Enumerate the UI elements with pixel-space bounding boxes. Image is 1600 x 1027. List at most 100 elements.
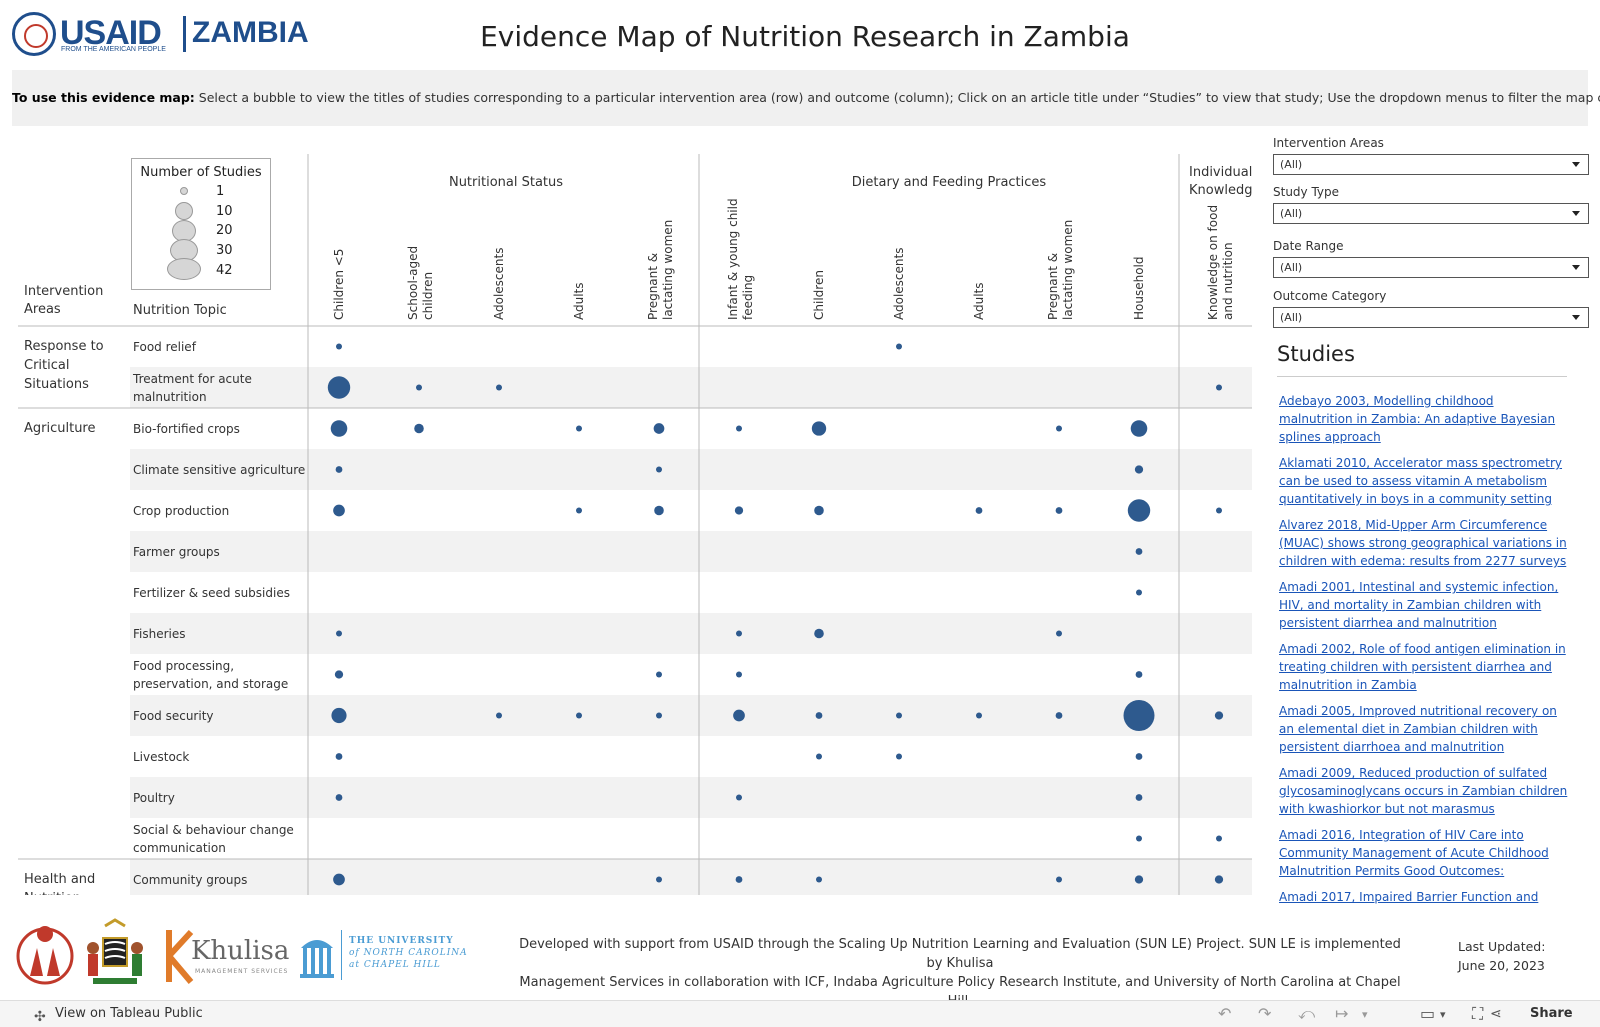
evidence-bubble[interactable] xyxy=(1056,876,1062,883)
revert-icon[interactable]: ⤺ xyxy=(1298,1004,1316,1023)
study-link[interactable]: Amadi 2001, Intestinal and systemic infe… xyxy=(1279,580,1559,630)
comment-icon[interactable]: ▭ xyxy=(1420,1004,1436,1023)
evidence-bubble[interactable] xyxy=(331,707,347,724)
evidence-bubble[interactable] xyxy=(656,671,662,678)
evidence-bubble[interactable] xyxy=(736,671,742,678)
study-link[interactable]: Alvarez 2018, Mid-Upper Arm Circumferenc… xyxy=(1279,518,1567,568)
study-link[interactable]: Amadi 2002, Role of food antigen elimina… xyxy=(1279,642,1566,692)
study-link[interactable]: Amadi 2017, Impaired Barrier Function an… xyxy=(1279,890,1539,904)
evidence-bubble[interactable] xyxy=(496,384,502,391)
undo-icon[interactable]: ↶ xyxy=(1218,1004,1232,1023)
refresh-icon[interactable]: ↦ xyxy=(1335,1004,1349,1023)
evidence-bubble[interactable] xyxy=(736,794,742,801)
evidence-bubble[interactable] xyxy=(336,630,342,637)
evidence-bubble[interactable] xyxy=(1127,499,1151,522)
evidence-bubble[interactable] xyxy=(896,343,902,350)
evidence-bubble[interactable] xyxy=(736,630,742,637)
evidence-bubble[interactable] xyxy=(335,753,343,760)
evidence-bubble[interactable] xyxy=(1216,507,1222,514)
study-type-dropdown[interactable]: (All) xyxy=(1273,203,1589,224)
evidence-bubble[interactable] xyxy=(1216,835,1222,842)
evidence-bubble[interactable] xyxy=(1136,589,1142,596)
instructions-lead: To use this evidence map: xyxy=(12,90,195,105)
evidence-bubble[interactable] xyxy=(576,712,582,719)
evidence-bubble[interactable] xyxy=(333,873,345,886)
study-link[interactable]: Adebayo 2003, Modelling childhood malnut… xyxy=(1279,394,1556,444)
evidence-bubble[interactable] xyxy=(1056,425,1062,432)
evidence-bubble[interactable] xyxy=(333,504,345,517)
evidence-bubble[interactable] xyxy=(975,507,983,514)
evidence-bubble[interactable] xyxy=(656,712,662,719)
evidence-bubble[interactable] xyxy=(1056,630,1062,637)
evidence-bubble[interactable] xyxy=(1135,794,1143,801)
legend-bubble xyxy=(175,202,193,220)
evidence-bubble[interactable] xyxy=(1134,465,1144,474)
evidence-bubble[interactable] xyxy=(656,876,662,883)
share-button[interactable]: Share xyxy=(1530,1006,1573,1021)
intervention-areas-dropdown[interactable]: (All) xyxy=(1273,154,1589,175)
evidence-bubble[interactable] xyxy=(1214,711,1224,720)
evidence-bubble[interactable] xyxy=(1123,700,1155,731)
caret-down-icon xyxy=(1572,211,1580,216)
study-link[interactable]: Amadi 2009, Reduced production of sulfat… xyxy=(1279,766,1568,816)
evidence-bubble[interactable] xyxy=(1055,712,1063,719)
usaid-zambia-logo: USAID FROM THE AMERICAN PEOPLE ZAMBIA xyxy=(12,12,312,56)
evidence-bubble[interactable] xyxy=(653,423,665,434)
evidence-bubble[interactable] xyxy=(1130,420,1148,437)
study-link[interactable]: Amadi 2016, Integration of HIV Care into… xyxy=(1279,828,1549,878)
usaid-seal-icon xyxy=(12,12,56,56)
evidence-bubble[interactable] xyxy=(1134,875,1144,884)
evidence-bubble[interactable] xyxy=(896,753,902,760)
evidence-bubble[interactable] xyxy=(896,712,902,719)
evidence-bubble[interactable] xyxy=(327,376,351,399)
redo-icon[interactable]: ↷ xyxy=(1258,1004,1272,1023)
evidence-bubble[interactable] xyxy=(735,876,743,883)
outcome-category-dropdown[interactable]: (All) xyxy=(1273,307,1589,328)
evidence-bubble[interactable] xyxy=(654,505,664,516)
evidence-bubble[interactable] xyxy=(815,712,823,719)
refresh-menu-icon[interactable]: ▾ xyxy=(1362,1008,1368,1021)
view-on-tableau-link[interactable]: View on Tableau Public xyxy=(55,1006,203,1021)
evidence-bubble[interactable] xyxy=(811,421,827,436)
evidence-bubble[interactable] xyxy=(736,425,742,432)
comment-menu-icon[interactable]: ▾ xyxy=(1440,1008,1446,1021)
evidence-bubble[interactable] xyxy=(733,709,745,722)
study-link[interactable]: Aklamati 2010, Accelerator mass spectrom… xyxy=(1279,456,1563,506)
evidence-bubble[interactable] xyxy=(416,384,422,391)
evidence-bubble[interactable] xyxy=(334,670,344,679)
evidence-bubble[interactable] xyxy=(816,753,822,760)
evidence-bubble[interactable] xyxy=(976,712,982,719)
study-list: Adebayo 2003, Modelling childhood malnut… xyxy=(1279,392,1569,907)
evidence-bubble[interactable] xyxy=(576,425,582,432)
evidence-bubble[interactable] xyxy=(330,420,348,437)
evidence-bubble[interactable] xyxy=(576,507,582,514)
evidence-bubble[interactable] xyxy=(1135,671,1143,678)
evidence-bubble[interactable] xyxy=(336,343,342,350)
evidence-bubble[interactable] xyxy=(1216,384,1222,391)
evidence-bubble[interactable] xyxy=(335,794,343,801)
evidence-bubble[interactable] xyxy=(816,876,822,883)
caret-down-icon xyxy=(1572,162,1580,167)
evidence-bubble[interactable] xyxy=(1055,507,1063,514)
evidence-bubble[interactable] xyxy=(1135,753,1143,760)
evidence-bubble[interactable] xyxy=(656,466,662,473)
evidence-bubble[interactable] xyxy=(814,628,824,639)
legend-row: 10 xyxy=(132,202,270,222)
study-link[interactable]: Amadi 2005, Improved nutritional recover… xyxy=(1279,704,1557,754)
evidence-bubble[interactable] xyxy=(414,423,424,434)
row-band xyxy=(130,449,1252,490)
date-range-dropdown[interactable]: (All) xyxy=(1273,257,1589,278)
evidence-bubble[interactable] xyxy=(1214,875,1224,884)
studies-panel: Studies Adebayo 2003, Modelling childhoo… xyxy=(1277,342,1577,907)
column-header: Adolescents xyxy=(892,248,906,320)
fullscreen-icon[interactable]: ⛶ xyxy=(1472,1004,1484,1023)
dropdown-value: (All) xyxy=(1280,311,1303,324)
share-icon[interactable]: ⋖ xyxy=(1490,1006,1502,1022)
evidence-bubble[interactable] xyxy=(1135,548,1143,555)
evidence-bubble[interactable] xyxy=(335,466,343,473)
legend-bubble xyxy=(167,258,201,280)
evidence-bubble[interactable] xyxy=(1136,835,1142,842)
evidence-bubble[interactable] xyxy=(814,505,824,516)
evidence-bubble[interactable] xyxy=(496,712,502,719)
evidence-bubble[interactable] xyxy=(734,506,744,515)
